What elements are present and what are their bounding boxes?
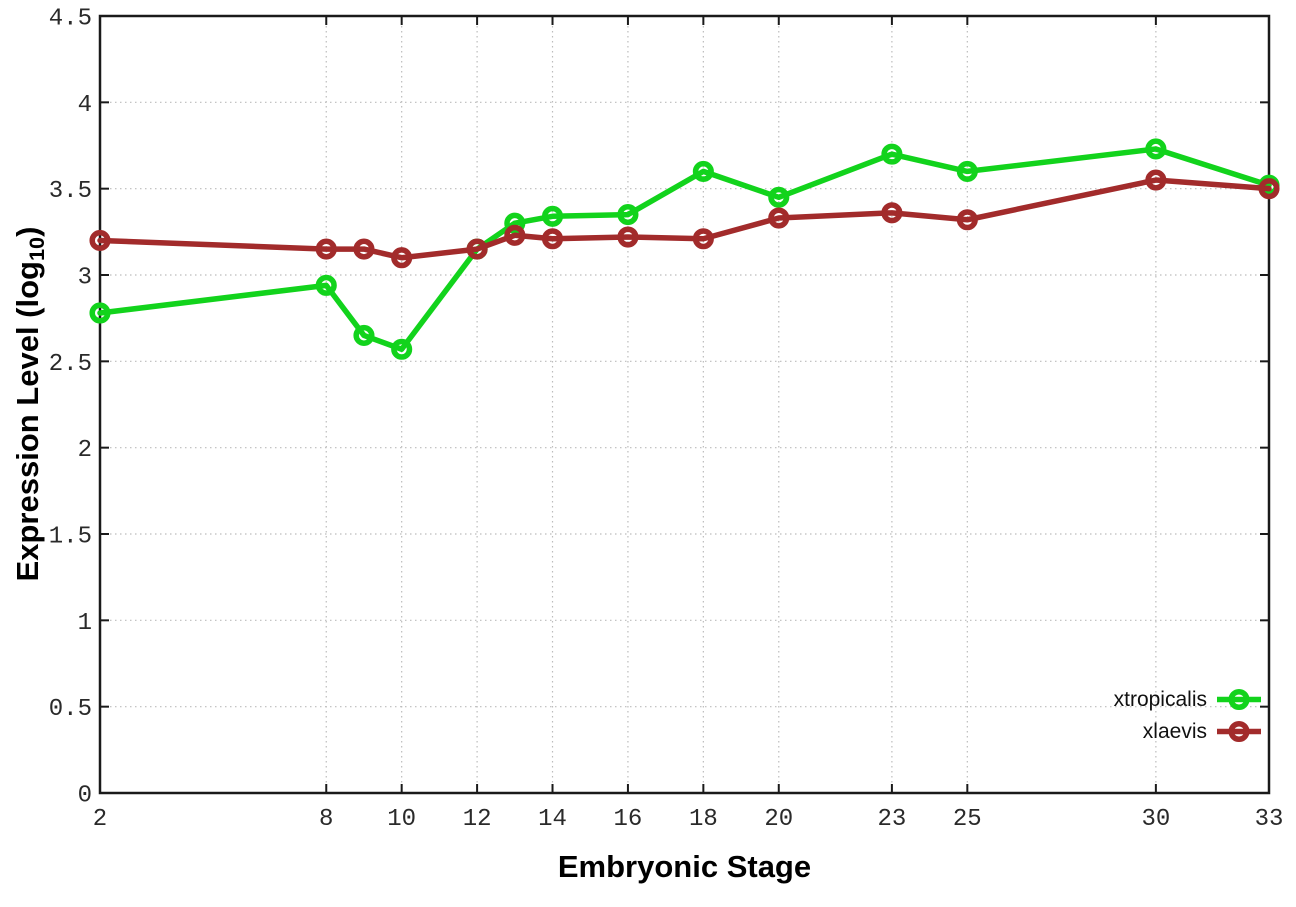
legend-label-xtropicalis: xtropicalis — [1113, 688, 1207, 711]
x-tick-label: 2 — [93, 806, 107, 833]
legend-point-sample — [1228, 688, 1250, 711]
y-tick-label: 1.5 — [49, 524, 92, 551]
data-point-xtropicalis — [391, 338, 413, 360]
data-point-xtropicalis — [89, 302, 111, 324]
data-point-xlaevis — [391, 247, 413, 269]
data-point-xlaevis — [504, 224, 526, 246]
data-point-xtropicalis — [617, 204, 639, 226]
data-point-xlaevis — [956, 209, 978, 231]
x-tick-label: 18 — [689, 806, 718, 833]
data-point-xlaevis — [315, 238, 337, 260]
data-point-xtropicalis — [956, 160, 978, 182]
data-point-xlaevis — [466, 238, 488, 260]
plot-border — [98, 14, 1271, 795]
data-point-xtropicalis — [504, 212, 526, 234]
data-point-xtropicalis — [1145, 138, 1167, 160]
x-tick-label: 23 — [877, 806, 906, 833]
y-tick-label: 2.5 — [49, 351, 92, 378]
data-point-xlaevis — [1258, 178, 1280, 200]
y-tick-label: 1 — [78, 610, 92, 637]
data-point-xlaevis — [541, 228, 564, 250]
y-axis-title-close: ) — [9, 226, 45, 237]
y-axis-title-text: Expression Level (log — [9, 261, 45, 582]
y-tick-label: 0.5 — [49, 696, 92, 723]
data-point-xlaevis — [881, 202, 903, 224]
legend-marker-xtropicalis — [1217, 688, 1261, 711]
x-tick-label: 16 — [614, 806, 643, 833]
data-point-xtropicalis — [881, 143, 903, 165]
y-axis-title-subscript: 10 — [24, 236, 50, 262]
y-tick-label: 3 — [78, 265, 92, 292]
x-tick-label: 20 — [764, 806, 793, 833]
x-tick-label: 8 — [319, 806, 333, 833]
legend-item-xtropicalis: xtropicalis — [1114, 686, 1262, 713]
legend-marker-xlaevis — [1217, 720, 1261, 743]
data-point-xlaevis — [768, 207, 790, 229]
data-point-xtropicalis — [315, 274, 337, 296]
data-point-xlaevis — [692, 228, 714, 250]
y-axis-title: Expression Level (log10) — [10, 227, 50, 582]
y-tick-label: 4 — [78, 92, 92, 119]
data-point-xtropicalis — [768, 186, 790, 208]
data-point-xlaevis — [617, 226, 639, 248]
legend: xtropicalis xlaevis — [1114, 686, 1262, 745]
y-tick-label: 4.5 — [49, 6, 92, 33]
legend-point-sample — [1228, 720, 1250, 743]
legend-item-xlaevis: xlaevis — [1143, 718, 1262, 745]
data-point-xtropicalis — [692, 160, 714, 182]
data-point-xlaevis — [1145, 169, 1167, 191]
x-axis-title: Embryonic Stage — [557, 849, 812, 884]
data-point-xtropicalis — [353, 324, 375, 346]
x-tick-label: 14 — [538, 806, 567, 833]
data-point-xtropicalis — [541, 205, 564, 227]
data-point-xlaevis — [353, 238, 375, 260]
y-tick-label: 0 — [78, 783, 92, 810]
legend-label-xlaevis: xlaevis — [1142, 720, 1207, 743]
x-tick-label: 30 — [1141, 806, 1170, 833]
y-tick-label: 2 — [78, 437, 92, 464]
x-tick-label: 25 — [953, 806, 982, 833]
x-tick-label: 33 — [1255, 806, 1284, 833]
series-line-xlaevis — [97, 177, 1272, 261]
data-point-xlaevis — [89, 229, 111, 252]
y-tick-label: 3.5 — [49, 178, 92, 205]
x-tick-label: 10 — [387, 806, 416, 833]
x-tick-label: 12 — [463, 806, 492, 833]
